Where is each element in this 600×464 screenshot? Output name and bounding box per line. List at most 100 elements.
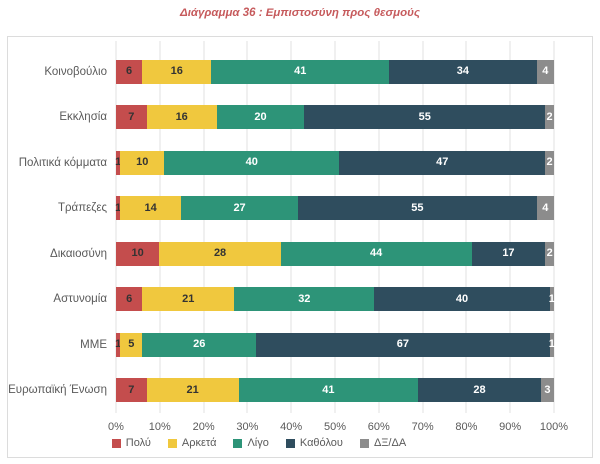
chart-row: ΜΜΕ 1 5 26 67 1 — [80, 322, 555, 368]
gridline — [334, 41, 336, 413]
segment-value: 47 — [436, 156, 449, 169]
stacked-bar: 6 16 41 34 4 — [116, 59, 554, 84]
bar-segment: 10 — [116, 241, 160, 266]
category-label: Ευρωπαϊκή Ένωση — [8, 384, 107, 397]
bar-segment: 16 — [142, 59, 212, 84]
category-label: Τράπεζες — [57, 202, 107, 215]
segment-value: 4 — [542, 201, 549, 214]
bar-segment: 21 — [142, 287, 235, 312]
bar-segment: 67 — [256, 332, 550, 357]
stacked-bar: 1 5 26 67 1 — [115, 332, 555, 357]
bar-segment: 21 — [146, 378, 239, 403]
segment-value: 10 — [136, 156, 149, 169]
chart-container: Κοινοβούλιο 6 16 41 34 4 Εκκλησία 7 16 20 55 2 Πολιτ… — [7, 36, 593, 458]
chart-row: Δικαιοσύνη 10 28 44 17 2 — [50, 231, 554, 277]
segment-value: 21 — [182, 292, 195, 305]
category-label: Δικαιοσύνη — [50, 247, 107, 260]
segment-value: 2 — [546, 156, 553, 169]
segment-value: 5 — [128, 338, 135, 351]
segment-value: 41 — [294, 65, 307, 78]
bar-segment: 1 — [115, 150, 121, 175]
bar-rows: Κοινοβούλιο 6 16 41 34 4 Εκκλησία 7 16 20 55 2 Πολιτ… — [8, 49, 555, 413]
segment-value: 14 — [144, 201, 157, 214]
bar-segment: 32 — [234, 287, 375, 312]
segment-value: 7 — [128, 383, 135, 396]
legend-label: ΔΞ/ΔΑ — [373, 437, 407, 449]
bar-segment: 6 — [116, 59, 143, 84]
category-label: Πολιτικά κόμματα — [18, 156, 107, 169]
gridline — [290, 41, 292, 413]
bar-segment: 47 — [339, 150, 546, 175]
category-label: Αστυνομία — [53, 293, 107, 306]
bar-segment: 28 — [159, 241, 281, 266]
legend-item: Καθόλου — [285, 437, 343, 449]
gridlines — [115, 41, 555, 413]
segment-value: 32 — [298, 292, 311, 305]
segment-value: 44 — [370, 247, 383, 260]
bar-segment: 5 — [120, 332, 143, 357]
segment-value: 55 — [418, 110, 431, 123]
legend-item: Πολύ — [111, 437, 151, 449]
legend-swatch — [233, 438, 243, 448]
segment-value: 1 — [115, 201, 122, 214]
bar-segment: 16 — [146, 105, 217, 130]
category-label: Εκκλησία — [59, 111, 107, 124]
bar-segment: 41 — [211, 59, 390, 84]
stacked-bar: 1 10 40 47 2 — [115, 150, 554, 175]
bar-segment: 55 — [298, 196, 537, 221]
segment-value: 3 — [544, 383, 551, 396]
bar-segment: 1 — [549, 332, 555, 357]
stacked-bar: 1 14 27 55 4 — [115, 196, 554, 221]
segment-value: 2 — [546, 247, 553, 260]
legend-swatch — [359, 438, 369, 448]
bar-segment: 14 — [120, 196, 182, 221]
gridline — [422, 41, 424, 413]
segment-value: 17 — [502, 247, 515, 260]
segment-value: 2 — [546, 110, 553, 123]
x-tick-label: 30% — [236, 421, 259, 433]
legend: Πολύ Αρκετά Λίγο Καθόλου ΔΞ/ΔΑ — [8, 437, 510, 449]
legend-label: Λίγο — [247, 437, 269, 449]
bar-segment: 34 — [389, 59, 537, 84]
chart-row: Κοινοβούλιο 6 16 41 34 4 — [44, 49, 554, 95]
segment-value: 26 — [193, 338, 206, 351]
legend-swatch — [167, 438, 177, 448]
x-tick-label: 70% — [411, 421, 434, 433]
bar-segment: 4 — [536, 196, 554, 221]
bar-segment: 20 — [216, 105, 305, 130]
legend-label: Αρκετά — [181, 437, 217, 449]
bar-segment: 4 — [536, 59, 554, 84]
segment-value: 4 — [542, 65, 549, 78]
bar-segment: 1 — [115, 196, 122, 221]
segment-value: 6 — [126, 292, 133, 305]
x-tick-label: 100% — [539, 421, 569, 433]
gridline — [553, 41, 555, 413]
stacked-bar: 7 16 20 55 2 — [116, 105, 554, 130]
legend-label: Πολύ — [125, 437, 151, 449]
legend-item: Λίγο — [233, 437, 269, 449]
stacked-bar: 7 21 41 28 3 — [116, 378, 554, 403]
x-tick-label: 60% — [367, 421, 390, 433]
chart-row: Πολιτικά κόμματα 1 10 40 47 2 — [19, 140, 554, 186]
chart-row: Τράπεζες 1 14 27 55 4 — [58, 186, 554, 232]
segment-value: 7 — [128, 110, 135, 123]
segment-value: 67 — [396, 338, 409, 351]
segment-value: 1 — [548, 292, 555, 305]
bar-segment: 2 — [545, 150, 554, 175]
legend-item: ΔΞ/ΔΑ — [359, 437, 407, 449]
bar-segment: 40 — [164, 150, 340, 175]
bar-segment: 1 — [115, 332, 121, 357]
x-tick-label: 10% — [148, 421, 171, 433]
segment-value: 20 — [254, 110, 267, 123]
bar-segment: 7 — [116, 105, 147, 130]
category-label: Κοινοβούλιο — [44, 65, 107, 78]
chart-row: Αστυνομία 6 21 32 40 1 — [53, 277, 555, 323]
segment-value: 21 — [186, 383, 199, 396]
segment-value: 10 — [131, 247, 144, 260]
gridline — [378, 41, 380, 413]
bar-segment: 41 — [238, 378, 419, 403]
bar-segment: 3 — [540, 378, 554, 403]
x-tick-label: 40% — [280, 421, 303, 433]
x-tick-label: 0% — [108, 421, 124, 433]
gridline — [159, 41, 161, 413]
